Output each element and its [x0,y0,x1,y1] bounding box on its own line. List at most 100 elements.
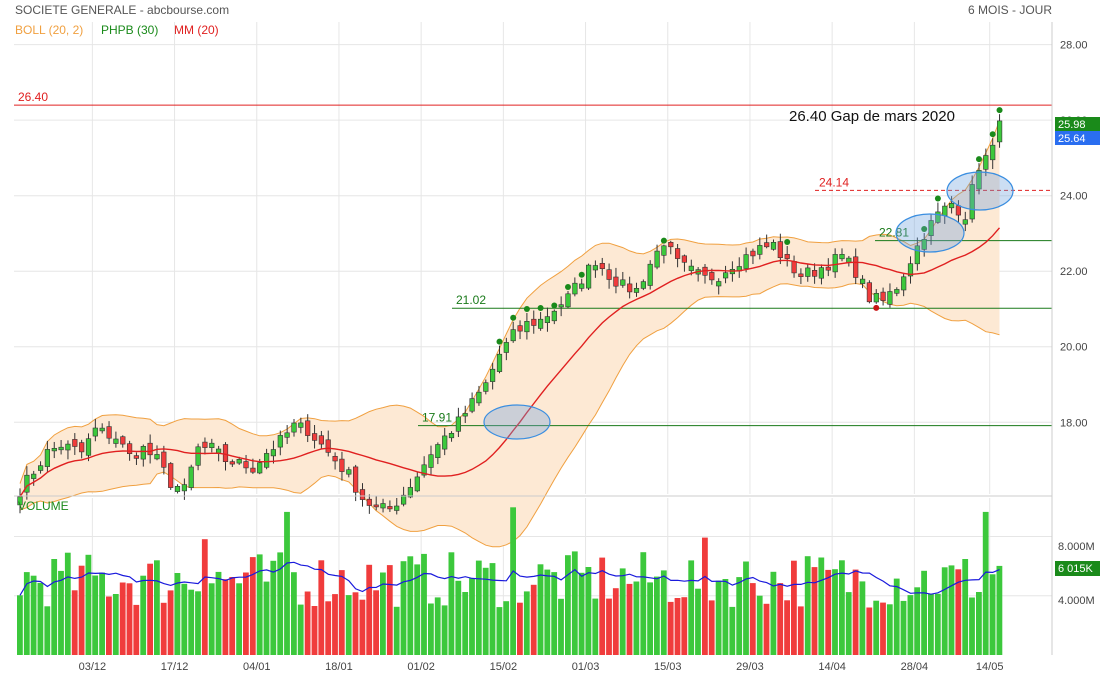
phpb-dot-low [873,304,880,311]
volume-bar [743,561,749,655]
date-tick-label: 28/04 [901,661,929,673]
candle-body [476,391,482,404]
candle-body [503,342,509,353]
phpb-dot-high [976,156,982,163]
volume-bar [338,570,345,655]
candle-body [133,455,140,459]
candle-body [627,283,633,293]
volume-label: VOLUME [18,499,69,513]
volume-bar [722,579,729,655]
chart-title: SOCIETE GENERALE - abcbourse.com [15,3,229,17]
candle-body [517,325,523,332]
candle-body [209,442,215,449]
phpb-dot-high [537,305,544,312]
volume-bar [311,606,318,655]
volume-bar [393,606,400,655]
volume-bar [530,584,537,655]
volume-bar [852,569,859,655]
volume-bar [489,563,496,655]
candle-body [859,278,866,284]
candle-body [722,272,729,279]
volume-bar [270,560,277,655]
volume-bar [695,588,701,655]
candles [17,114,1003,515]
volume-bar [263,581,270,655]
volume-bar [482,567,489,655]
volume-bar [17,595,23,655]
candle-body [339,458,345,472]
volume-bar [804,556,811,655]
candle-body [346,469,352,475]
candle-body [750,250,756,257]
volume-bar [571,551,578,655]
volume-bar [982,511,989,655]
candle-body [127,443,133,455]
volume-bar [749,583,756,655]
volume-bar [606,598,612,655]
candle-body [65,443,71,451]
volume-bar [647,582,653,655]
volume-bar [503,601,510,655]
candle-body [428,454,434,468]
legend-phpb: PHPB (30) [101,23,158,37]
candle-body [462,413,468,417]
volume-bar [763,603,770,655]
candle-body [688,265,694,271]
volume-bar [681,597,688,655]
volume-bar [941,567,948,655]
candle-body [880,291,886,301]
volume-bar [44,606,51,655]
volume-bar [475,560,482,655]
volume-bar [229,577,236,655]
candle-body [839,254,845,260]
candle-body [483,382,489,392]
volume-bar [989,574,996,655]
candle-body [832,254,838,273]
candle-body [942,205,948,217]
candle-body [414,476,420,492]
volume-bar [845,592,852,655]
candle-body [92,427,98,437]
candle-body [99,427,105,432]
candle-body [969,184,975,220]
candle-body [613,276,619,287]
volume-bar [462,592,469,655]
candle-body [37,465,44,471]
candle-body [764,242,770,248]
volume-last-badge [1055,561,1100,576]
candle-body [188,466,194,488]
horizontal-levels: 26.40 24.14 22.81 21.02 17.91 [14,90,1052,427]
volume-bar [517,602,523,655]
candle-body [325,439,331,453]
phpb-dot-high [934,195,941,202]
candle-body [558,304,564,308]
candle-body [394,505,400,511]
legend-boll: BOLL (20, 2) [15,23,83,37]
volume-bar [626,583,633,655]
candle-body [921,239,927,250]
volume-bar [249,557,256,655]
candle-body [901,276,907,291]
candle-body [407,487,414,498]
volume-bar [886,604,893,655]
candle-body [51,447,57,452]
candle-body [633,287,640,293]
level-label-17-91: 17.91 [422,411,452,425]
candle-body [784,254,790,259]
volume-bar [400,561,407,655]
volume-bar [414,564,421,655]
candle-body [599,262,605,269]
volume-bar [654,576,660,655]
volume-bar [921,570,927,655]
volume-bar [523,591,530,655]
candle-body [640,281,646,289]
candle-body [263,453,270,468]
volume-bar [969,597,975,655]
candle-body [681,255,687,263]
candle-body [113,438,119,444]
candle-body [620,279,626,286]
volume-bar [818,557,825,655]
candle-body [798,273,804,277]
candle-body [976,170,982,190]
volume-last-value: 6 015K [1058,563,1094,575]
